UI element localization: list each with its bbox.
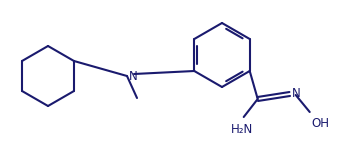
Text: OH: OH (312, 117, 330, 130)
Text: N: N (292, 86, 300, 99)
Text: H₂N: H₂N (231, 123, 253, 136)
Text: N: N (129, 69, 138, 82)
